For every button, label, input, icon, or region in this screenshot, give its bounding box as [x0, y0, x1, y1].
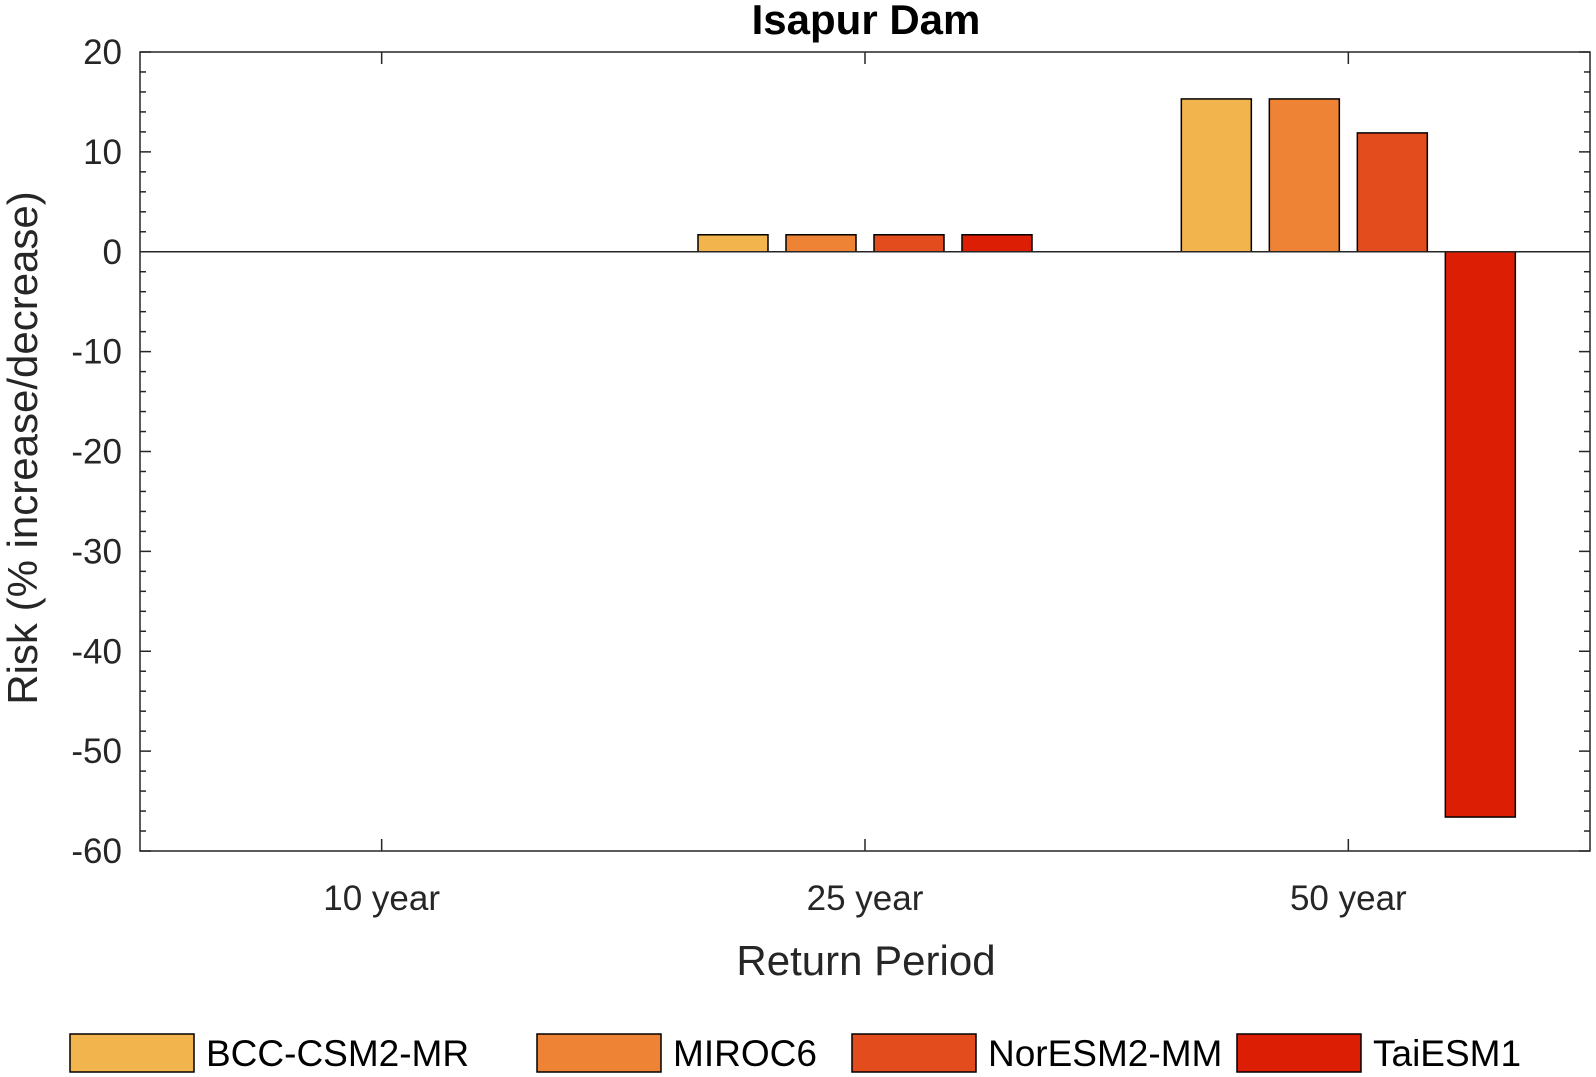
bar	[1444, 251, 1517, 818]
y-tick-label: -60	[71, 832, 122, 871]
y-tick-label: 10	[83, 133, 122, 172]
legend-label: TaiESM1	[1373, 1033, 1521, 1074]
bar	[697, 234, 769, 253]
bar	[873, 234, 945, 253]
legend-swatch	[69, 1033, 195, 1073]
legend-label: MIROC6	[673, 1033, 817, 1074]
plot-area: 20 10 0 -10 -20 -30 -40 -50 -60 10 year 25 year 50 …	[71, 33, 1591, 918]
y-tick-label: 0	[103, 233, 122, 272]
y-axis-label: Risk (% increase/decrease)	[0, 191, 46, 705]
x-axis-label: Return Period	[736, 937, 995, 984]
bar	[1356, 132, 1429, 253]
legend-swatch	[536, 1033, 662, 1073]
bar	[961, 234, 1033, 253]
y-tick-label: -40	[71, 632, 122, 671]
x-tick-label: 25 year	[807, 879, 924, 918]
y-tick-label: -50	[71, 732, 122, 771]
x-tick-label: 50 year	[1290, 879, 1407, 918]
x-tick-label: 10 year	[323, 879, 440, 918]
y-tick-label: 20	[83, 33, 122, 72]
legend-swatch	[1236, 1033, 1362, 1073]
y-tick-label: -30	[71, 532, 122, 571]
bar	[785, 234, 857, 253]
bar	[1180, 98, 1253, 253]
plot-frame	[139, 51, 1591, 852]
legend-label: BCC-CSM2-MR	[206, 1033, 469, 1074]
y-tick-label: -10	[71, 333, 122, 372]
legend-label: NorESM2-MM	[988, 1033, 1222, 1074]
bar	[1268, 98, 1341, 253]
legend: BCC-CSM2-MR MIROC6 NorESM2-MM TaiESM1	[69, 1033, 1521, 1074]
y-tick-label: -20	[71, 433, 122, 472]
chart-title: Isapur Dam	[752, 0, 981, 43]
legend-swatch	[851, 1033, 977, 1073]
